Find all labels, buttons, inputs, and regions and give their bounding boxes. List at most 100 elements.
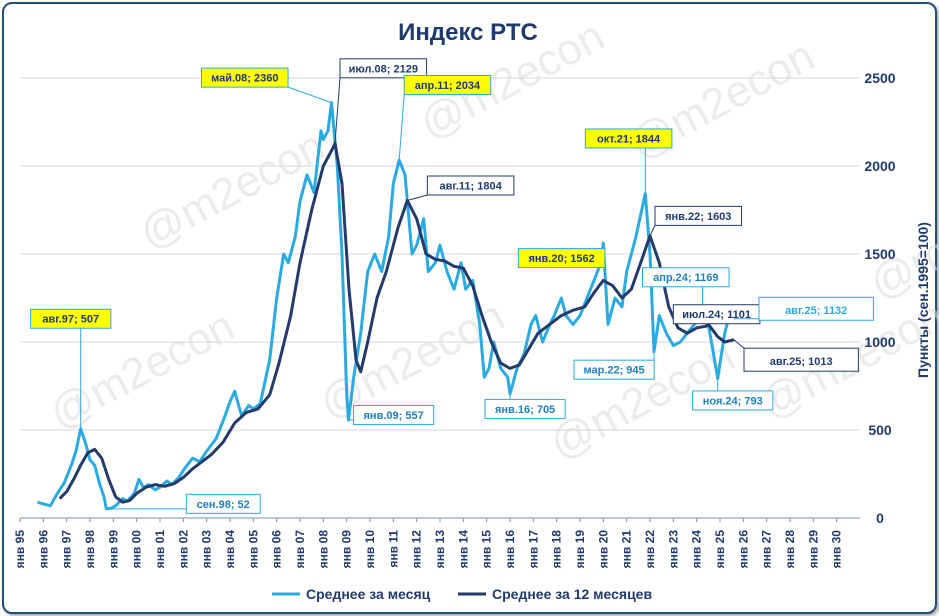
- series-line-monthly: [37, 101, 735, 511]
- annotation-label: авг.25; 1013: [770, 356, 833, 368]
- x-tick-label: янв 11: [386, 530, 400, 568]
- y-tick-label: 2000: [864, 158, 895, 174]
- y-axis-label: Пункты (сен.1995=100): [915, 222, 931, 378]
- annotation: июл.08; 2129: [334, 58, 428, 144]
- annotation-label: янв.09; 557: [364, 410, 424, 422]
- annotation-box: [30, 308, 112, 329]
- annotation-leader: [407, 194, 428, 201]
- annotation-box: [654, 205, 743, 226]
- annotation: июл.24; 1101: [672, 304, 761, 325]
- y-tick-label: 1000: [864, 334, 895, 350]
- annotation-label: ноя.24; 793: [703, 395, 763, 407]
- x-tick-label: янв 24: [690, 530, 704, 569]
- x-tick-label: янв 97: [60, 530, 74, 569]
- y-tick-label: 0: [876, 510, 884, 526]
- annotation-box: [573, 359, 655, 380]
- x-tick-label: янв 14: [456, 530, 470, 569]
- x-tick-label: янв 02: [176, 530, 190, 569]
- x-tick-label: янв 23: [666, 530, 680, 569]
- x-tick-label: янв 29: [806, 530, 820, 569]
- annotation: сен.98; 52: [106, 493, 261, 514]
- annotation: авг.25; 1132: [734, 296, 874, 321]
- x-tick-label: янв 20: [596, 530, 610, 569]
- x-tick-label: янв 26: [736, 530, 750, 569]
- annotation-box: [692, 390, 774, 411]
- annotation-label: сен.98; 52: [197, 499, 250, 511]
- y-tick-label: 500: [868, 422, 892, 438]
- x-tick-label: янв 00: [130, 530, 144, 569]
- annotation-box: [185, 493, 261, 514]
- annotation: авг.97; 507: [30, 308, 112, 429]
- annotation-label: авг.25; 1132: [785, 305, 847, 317]
- annotation-label: июл.08; 2129: [349, 63, 418, 75]
- x-tick-label: янв 16: [503, 530, 517, 569]
- annotation: апр.24; 1169: [642, 267, 730, 313]
- x-tick-label: янв 21: [620, 530, 634, 569]
- annotation-label: май.08; 2360: [211, 73, 278, 85]
- annotation-leader: [398, 94, 405, 161]
- annotation: апр.11; 2034: [398, 75, 492, 161]
- x-axis: янв 95 янв 96 янв 97 янв 98 янв 99 янв 00 янв …: [13, 517, 860, 569]
- annotation-label: апр.11; 2034: [415, 80, 481, 92]
- annotation: янв.22; 1603: [649, 205, 743, 237]
- x-tick-label: янв 25: [713, 530, 727, 569]
- x-tick-label: янв 04: [223, 530, 237, 569]
- x-tick-label: янв 22: [643, 530, 657, 569]
- annotation-label: мар.22; 945: [583, 365, 644, 377]
- x-tick-label: янв 30: [830, 530, 844, 569]
- annotation-label: янв.22; 1603: [665, 211, 731, 223]
- series-line-yearly: [58, 141, 735, 504]
- x-tick-label: янв 07: [293, 530, 307, 569]
- x-tick-label: янв 19: [573, 530, 587, 569]
- annotation: янв.16; 705: [484, 393, 566, 419]
- x-tick-label: янв 17: [526, 530, 540, 569]
- annotation-leader: [649, 225, 656, 237]
- annotation: янв.20; 1562: [517, 243, 606, 269]
- x-tick-label: янв 01: [153, 530, 167, 569]
- y-tick-label: 1500: [864, 246, 895, 262]
- chart-title: Индекс РТС: [398, 19, 538, 46]
- annotation: ноя.24; 793: [692, 378, 774, 411]
- annotation: авг.11; 1804: [407, 175, 515, 201]
- x-tick-label: янв 98: [83, 530, 97, 569]
- annotation-box: [584, 128, 673, 149]
- x-tick-label: янв 18: [550, 530, 564, 569]
- x-tick-label: янв 08: [316, 530, 330, 569]
- annotation-leader: [287, 86, 332, 104]
- x-tick-label: янв 03: [200, 530, 214, 569]
- annotation: мар.22; 945: [573, 351, 655, 380]
- annotation-label: янв.16; 705: [495, 404, 555, 416]
- x-tick-label: янв 96: [36, 530, 50, 569]
- annotation-box: [403, 75, 492, 96]
- series-lines: [37, 101, 735, 511]
- annotation-label: янв.20; 1562: [528, 253, 594, 265]
- annotation-leader: [334, 77, 341, 144]
- x-tick-label: янв 27: [760, 530, 774, 569]
- annotation-box: [484, 398, 566, 419]
- annotation-box: [353, 404, 435, 425]
- annotation: окт.21; 1844: [584, 128, 673, 194]
- annotation-label: авг.97; 507: [42, 314, 99, 326]
- annotation: май.08; 2360: [201, 67, 332, 104]
- annotation-box: [426, 175, 515, 196]
- x-tick-label: янв 15: [480, 530, 494, 569]
- y-tick-label: 2500: [864, 70, 895, 86]
- x-tick-label: янв 05: [246, 530, 260, 569]
- annotation-label: июл.24; 1101: [682, 309, 751, 321]
- annotation-box: [339, 58, 428, 79]
- x-tick-label: янв 28: [783, 530, 797, 569]
- annotation: янв.09; 557: [348, 404, 435, 425]
- annotation-box: [201, 67, 289, 88]
- annotation-box: [758, 296, 874, 321]
- annotation-label: окт.21; 1844: [597, 133, 661, 145]
- annotation-box: [642, 267, 730, 288]
- y-axis-ticks: 0 500 1000 1500 2000 2500: [864, 70, 895, 526]
- legend: Среднее за месяц Среднее за 12 месяцев: [272, 586, 652, 602]
- x-tick-label: янв 12: [410, 530, 424, 569]
- annotation-box: [517, 248, 606, 269]
- legend-label-yearly: Среднее за 12 месяцев: [492, 586, 652, 602]
- annotation-leader: [733, 339, 745, 349]
- annotation-label: апр.24; 1169: [653, 272, 718, 284]
- x-tick-label: янв 99: [106, 530, 120, 569]
